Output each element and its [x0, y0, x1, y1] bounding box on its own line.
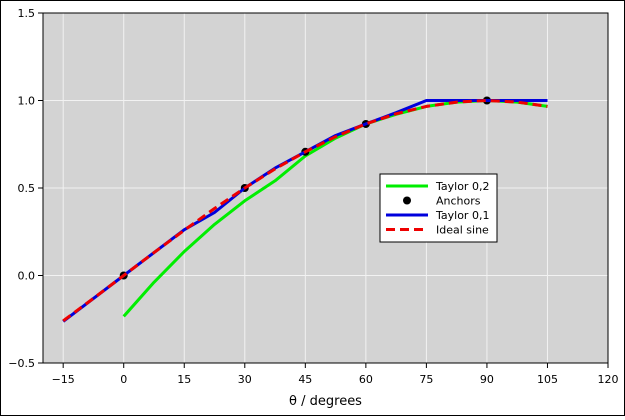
x-axis-ticks: −15 0 15 30 45 60 75 90 105 120 [52, 363, 619, 386]
series-layer [62, 96, 548, 323]
legend-label: Taylor 0,2 [435, 180, 489, 193]
x-tick-label: 45 [298, 373, 312, 386]
x-tick-label: 30 [238, 373, 252, 386]
y-tick-label: −0.5 [8, 357, 35, 370]
legend-label: Ideal sine [436, 224, 489, 237]
y-tick-label: 1.0 [18, 95, 36, 108]
y-tick-label: 0.5 [18, 182, 36, 195]
y-axis-ticks: −0.5 0.0 0.5 1.0 1.5 [8, 7, 43, 370]
x-tick-label: 0 [120, 373, 127, 386]
legend-label: Taylor 0,1 [435, 209, 489, 222]
x-axis-label: θ / degrees [289, 394, 362, 409]
y-tick-label: 0.0 [18, 270, 36, 283]
x-tick-label: 120 [598, 373, 619, 386]
x-tick-label: 90 [480, 373, 494, 386]
legend-marker [403, 196, 411, 205]
x-tick-label: −15 [52, 373, 75, 386]
y-tick-label: 1.5 [18, 7, 36, 20]
legend-label: Anchors [436, 195, 481, 208]
x-tick-label: 75 [419, 373, 433, 386]
series-line-ideal-sine [62, 99, 548, 323]
x-tick-label: 60 [359, 373, 373, 386]
x-tick-label: 105 [537, 373, 558, 386]
x-tick-label: 15 [177, 373, 191, 386]
